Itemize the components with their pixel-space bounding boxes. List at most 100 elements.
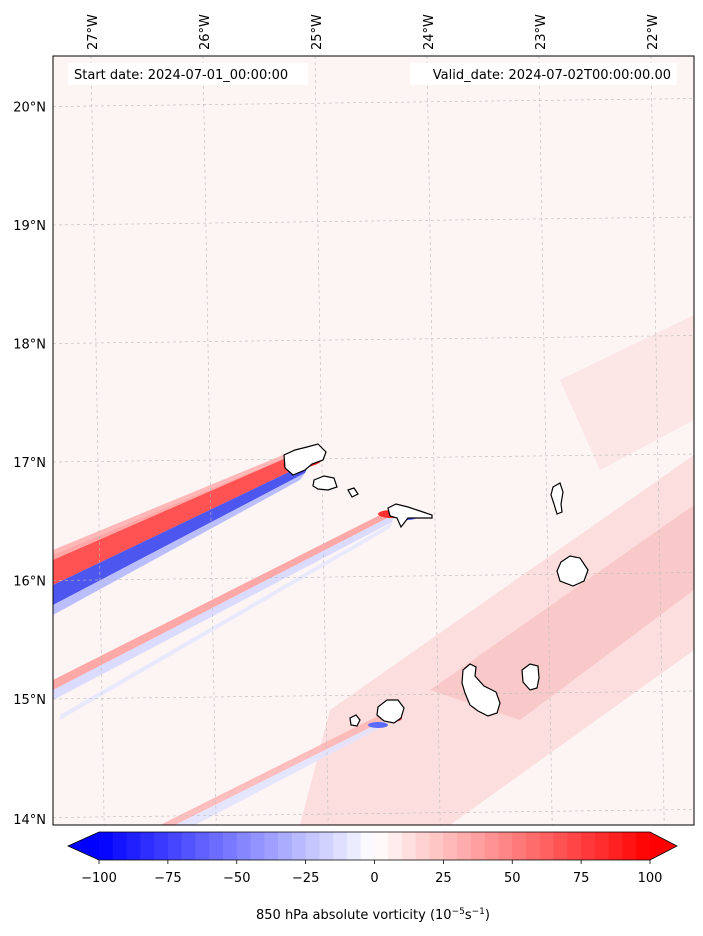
colorbar-tick-label: 50 <box>504 871 521 886</box>
colorbar-segment <box>512 832 527 860</box>
island-boa-vista <box>556 555 589 587</box>
island-sao-nicolau <box>387 503 433 529</box>
colorbar-segment <box>112 832 128 860</box>
colorbar-segment <box>346 832 362 860</box>
longitude-ticks: 27°W 26°W 25°W 24°W 23°W 22°W <box>86 14 661 50</box>
colorbar-segment <box>622 832 637 860</box>
parallel-2 <box>53 335 694 344</box>
colorbar-segment <box>209 832 224 860</box>
lat-tick-label: 17°N <box>13 456 46 471</box>
graticule <box>53 56 694 825</box>
colorbar-tick-label: 25 <box>435 871 452 886</box>
colorbar-segment <box>457 832 472 860</box>
colorbar-segment <box>126 832 141 860</box>
colorbar-tick-label: −75 <box>154 871 181 886</box>
lat-tick-label: 14°N <box>13 813 46 828</box>
colorbar-segment <box>539 832 555 860</box>
lon-tick-label: 24°W <box>422 14 437 50</box>
colorbar-tick-label: 100 <box>638 871 663 886</box>
colorbar-segment <box>140 832 155 860</box>
colorbar-segment <box>278 832 293 860</box>
lon-tick-label: 26°W <box>198 14 213 50</box>
colorbar-segment <box>222 832 238 860</box>
lat-tick-label: 15°N <box>13 693 46 708</box>
sao-nicolau-wake-positive <box>53 510 395 690</box>
lon-tick-label: 23°W <box>534 14 549 50</box>
colorbar-segment <box>388 832 403 860</box>
colorbar-ticks: −100 −75 −50 −25 0 25 50 75 100 <box>81 860 662 886</box>
colorbar-segment <box>195 832 210 860</box>
colorbar <box>67 831 678 861</box>
valid-date-label: Valid_date: 2024-07-02T00:00:00.00 <box>433 68 671 83</box>
colorbar-segment <box>608 832 624 860</box>
colorbar-segment <box>319 832 334 860</box>
meridian-3 <box>426 56 441 825</box>
colorbar-tick-label: −25 <box>292 871 319 886</box>
island-maio <box>521 663 540 691</box>
colorbar-segment <box>374 832 389 860</box>
lat-tick-label: 16°N <box>13 575 46 590</box>
positive-band-core <box>430 505 694 720</box>
meridian-2 <box>314 56 329 825</box>
colorbar-segment <box>498 832 513 860</box>
latitude-ticks: 20°N 19°N 18°N 17°N 16°N 15°N 14°N <box>13 101 46 829</box>
lon-tick-label: 25°W <box>310 14 325 50</box>
colorbar-segment <box>250 832 265 860</box>
island-sal <box>550 482 564 515</box>
colorbar-extend-max <box>650 832 677 860</box>
colorbar-segment <box>470 832 486 860</box>
parallel-3 <box>53 453 694 463</box>
lon-tick-label: 27°W <box>86 14 101 50</box>
sao-nicolau-wake-negative <box>53 514 395 700</box>
meridian-1 <box>202 56 217 825</box>
dipole-fogo-blue <box>368 722 388 728</box>
colorbar-segment <box>567 832 582 860</box>
lon-tick-label: 22°W <box>646 14 661 50</box>
coastlines <box>283 443 589 727</box>
colorbar-segment <box>526 832 541 860</box>
colorbar-segment <box>594 832 610 860</box>
parallel-0 <box>53 98 694 107</box>
fogo-wake-positive <box>160 715 385 825</box>
colorbar-tick-label: 0 <box>370 871 378 886</box>
colorbar-segment <box>484 832 500 860</box>
colorbar-segment <box>402 832 417 860</box>
colorbar-tick-label: −50 <box>223 871 250 886</box>
colorbar-segment <box>415 832 431 860</box>
start-label-box <box>68 63 308 85</box>
start-date-label: Start date: 2024-07-01_00:00:00 <box>74 68 288 83</box>
parallel-1 <box>53 216 694 226</box>
colorbar-segment <box>264 832 279 860</box>
valid-label-box <box>410 63 677 85</box>
sao-nicolau-wake-negative-tail <box>60 522 393 720</box>
colorbar-segment <box>99 832 114 860</box>
meridian-0 <box>90 56 105 825</box>
colorbar-segment <box>443 832 458 860</box>
parallel-6 <box>53 809 694 818</box>
colorbar-tick-label: −100 <box>81 871 117 886</box>
meridian-4 <box>538 56 553 825</box>
colorbar-segment <box>167 832 183 860</box>
meridian-5 <box>650 56 665 825</box>
island-santo-antao <box>283 443 327 476</box>
colorbar-segment <box>636 832 651 860</box>
colorbar-tick-label: 75 <box>573 871 590 886</box>
colorbar-segment <box>181 832 197 860</box>
vorticity-field <box>53 56 694 825</box>
island-fogo <box>376 699 405 724</box>
santo-antao-wake-positive-edge <box>53 450 300 560</box>
colorbar-extend-min <box>68 832 99 860</box>
island-sao-vicente <box>312 475 338 491</box>
santo-antao-wake-negative <box>53 462 310 605</box>
colorbar-segment <box>333 832 348 860</box>
positive-band-northeast <box>560 315 694 470</box>
fogo-wake-negative <box>175 720 385 825</box>
island-brava <box>349 714 361 727</box>
positive-band-southeast <box>300 455 694 825</box>
lat-tick-label: 19°N <box>13 219 46 234</box>
colorbar-segment <box>154 832 169 860</box>
colorbar-segment <box>581 832 596 860</box>
colorbar-segment <box>429 832 444 860</box>
santo-antao-wake-negative-edge <box>53 473 305 615</box>
